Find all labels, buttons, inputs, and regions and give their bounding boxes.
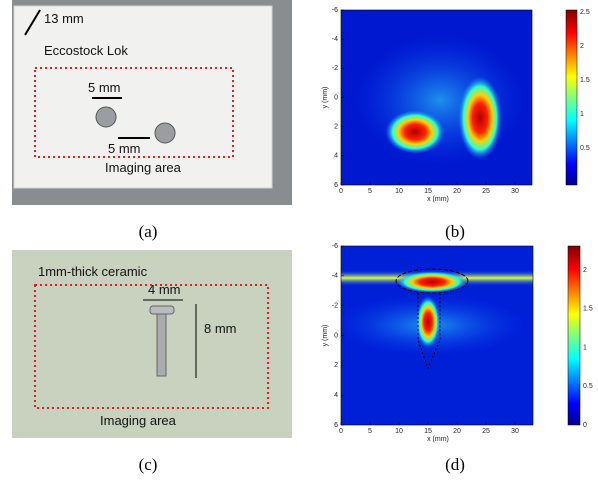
photo-label: Imaging area (105, 160, 182, 175)
photo-label: Imaging area (100, 413, 177, 428)
x-tick-label: 5 (368, 428, 372, 435)
figure: 13 mm Eccostock Lok 5 mm 5 mm Imaging ar… (0, 0, 598, 480)
colorbar-tick-label: 0.5 (580, 145, 590, 152)
colorbar-tick-label: 1.5 (583, 306, 593, 313)
photo-label: 4 mm (148, 282, 181, 297)
x-tick-label: 30 (511, 188, 519, 195)
y-tick-label: -2 (332, 65, 338, 72)
photo-label: 5 mm (88, 80, 121, 95)
colorbar-tick-label: 2 (580, 43, 584, 50)
y-tick-label: 2 (334, 362, 338, 369)
x-tick-label: 30 (511, 428, 519, 435)
y-tick-label: -2 (332, 303, 338, 310)
photo-label: Eccostock Lok (44, 43, 128, 58)
x-tick-label: 20 (453, 188, 461, 195)
y-tick-label: -4 (332, 273, 338, 280)
photo-c: 1mm-thick ceramic 4 mm 8 mm Imaging area (12, 250, 292, 438)
colorbar-tick-label: 1.5 (580, 77, 590, 84)
x-tick-label: 10 (395, 428, 403, 435)
x-tick-label: 25 (482, 428, 490, 435)
x-tick-label: 20 (453, 428, 461, 435)
heatmap-d (335, 246, 580, 425)
x-tick-label: 25 (482, 188, 490, 195)
caption: (d) (445, 455, 465, 474)
y-tick-label: 4 (334, 392, 338, 399)
colorbar-tick-label: 0.5 (583, 383, 593, 390)
colorbar-tick-label: 2.5 (580, 9, 590, 16)
colorbar-tick-label: 1 (580, 111, 584, 118)
y-tick-label: -6 (332, 243, 338, 250)
photo-label: 1mm-thick ceramic (38, 264, 148, 279)
caption: (c) (139, 455, 158, 474)
y-tick-label: 2 (334, 124, 338, 131)
y-tick-label: 0 (334, 332, 338, 339)
y-tick-label: -4 (332, 36, 338, 43)
photo-label: 8 mm (204, 321, 237, 336)
x-tick-label: 15 (424, 428, 432, 435)
heatmap-b (341, 10, 577, 185)
x-axis-label: x (mm) (427, 196, 449, 203)
x-tick-label: 15 (424, 188, 432, 195)
caption: (b) (445, 222, 465, 241)
photo-a: 13 mm Eccostock Lok 5 mm 5 mm Imaging ar… (12, 0, 292, 205)
x-axis-label: x (mm) (427, 436, 449, 443)
y-tick-label: 0 (334, 94, 338, 101)
photo-label: 5 mm (108, 141, 141, 156)
y-tick-label: -6 (332, 7, 338, 14)
y-tick-label: 6 (334, 182, 338, 189)
x-tick-label: 10 (395, 188, 403, 195)
y-tick-label: 4 (334, 153, 338, 160)
y-axis-label: y (mm) (322, 325, 329, 347)
y-axis-label: y (mm) (322, 87, 329, 109)
y-tick-label: 6 (334, 422, 338, 429)
colorbar-tick-label: 1 (583, 344, 587, 351)
colorbar-tick-label: 0 (583, 422, 587, 429)
colorbar-tick-label: 2 (583, 267, 587, 274)
x-tick-label: 5 (368, 188, 372, 195)
x-tick-label: 0 (339, 188, 343, 195)
photo-label: 13 mm (44, 11, 84, 26)
x-tick-label: 0 (339, 428, 343, 435)
caption: (a) (139, 222, 158, 241)
